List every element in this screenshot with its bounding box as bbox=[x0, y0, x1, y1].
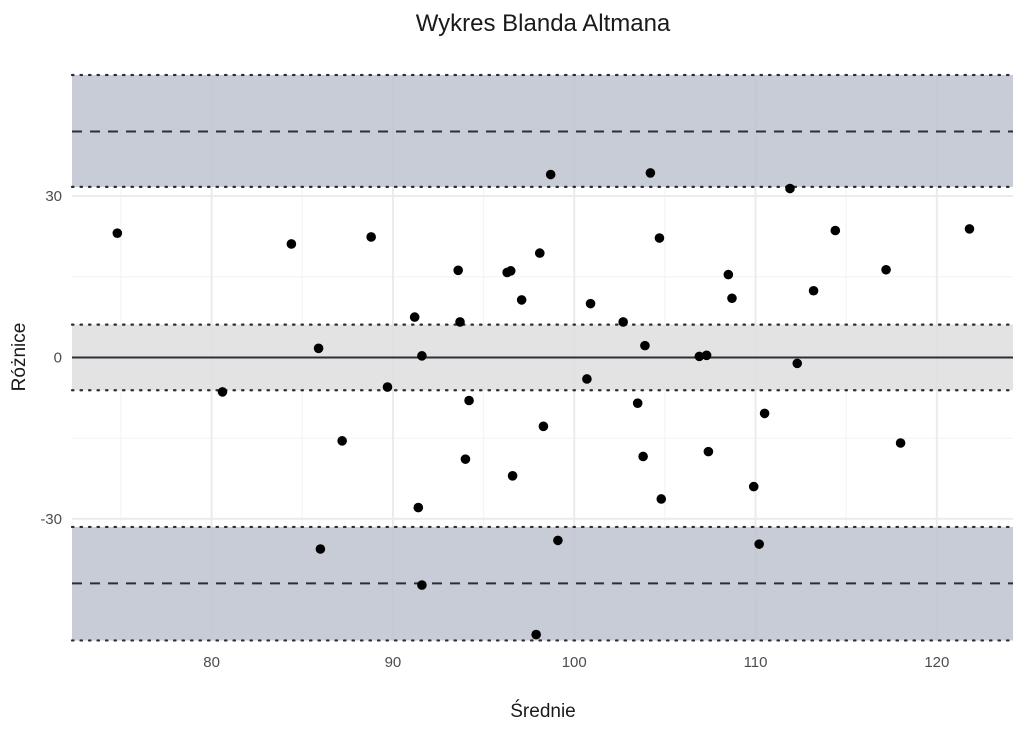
data-point bbox=[808, 285, 819, 296]
data-point bbox=[754, 539, 764, 549]
data-point bbox=[545, 169, 556, 180]
data-points bbox=[112, 168, 975, 640]
data-point bbox=[727, 293, 737, 304]
plot-panel bbox=[70, 73, 1015, 642]
data-point bbox=[656, 494, 667, 504]
data-point bbox=[453, 265, 463, 276]
data-point bbox=[638, 451, 648, 462]
data-point bbox=[582, 374, 592, 384]
reference-lines bbox=[72, 130, 1013, 585]
y-tick-label: 30 bbox=[45, 188, 62, 205]
data-point bbox=[618, 317, 628, 327]
data-point bbox=[217, 387, 228, 397]
data-point bbox=[654, 233, 665, 243]
data-point bbox=[534, 248, 545, 258]
data-point bbox=[785, 183, 795, 194]
data-point bbox=[460, 454, 471, 464]
data-point bbox=[632, 398, 643, 408]
x-tick-label: 120 bbox=[924, 654, 949, 671]
data-point bbox=[382, 382, 393, 392]
x-tick-label: 90 bbox=[385, 654, 402, 671]
data-point bbox=[417, 351, 427, 361]
data-point bbox=[792, 358, 803, 369]
data-point bbox=[553, 535, 563, 546]
y-tick-label: 0 bbox=[54, 349, 62, 366]
x-tick-label: 80 bbox=[203, 654, 220, 671]
data-point bbox=[895, 438, 906, 448]
data-point bbox=[413, 502, 424, 513]
data-point bbox=[337, 436, 347, 446]
data-point bbox=[538, 421, 549, 432]
data-point bbox=[112, 228, 123, 238]
y-axis-title: Różnice bbox=[9, 323, 30, 392]
data-point bbox=[286, 239, 297, 249]
data-point bbox=[748, 481, 759, 492]
x-axis-title: Średnie bbox=[510, 700, 576, 722]
x-tick-label: 110 bbox=[744, 654, 768, 671]
data-point bbox=[881, 264, 891, 275]
data-point bbox=[703, 446, 714, 457]
data-point bbox=[640, 340, 650, 351]
y-tick-label: -30 bbox=[40, 511, 62, 528]
data-point bbox=[455, 317, 465, 327]
data-point bbox=[313, 343, 324, 354]
data-point bbox=[585, 298, 596, 309]
data-point bbox=[759, 408, 770, 419]
data-point bbox=[723, 269, 734, 280]
data-point bbox=[531, 629, 541, 640]
data-point bbox=[409, 312, 420, 322]
data-point bbox=[464, 395, 474, 406]
x-axis-tick-labels: 80 90 100 110 120 bbox=[203, 654, 949, 671]
data-point bbox=[645, 168, 656, 178]
y-axis-tick-labels: -30 0 30 bbox=[40, 188, 62, 528]
data-point bbox=[366, 232, 376, 242]
data-point bbox=[315, 544, 326, 554]
x-tick-label: 100 bbox=[562, 654, 587, 671]
data-point bbox=[516, 295, 527, 305]
data-point bbox=[694, 351, 705, 362]
data-point bbox=[507, 471, 518, 481]
chart-title: Wykres Blanda Altmana bbox=[416, 10, 671, 37]
data-point bbox=[417, 580, 427, 590]
data-point bbox=[964, 224, 975, 234]
data-point bbox=[830, 225, 841, 236]
data-point bbox=[505, 266, 516, 276]
data-point bbox=[701, 350, 712, 361]
